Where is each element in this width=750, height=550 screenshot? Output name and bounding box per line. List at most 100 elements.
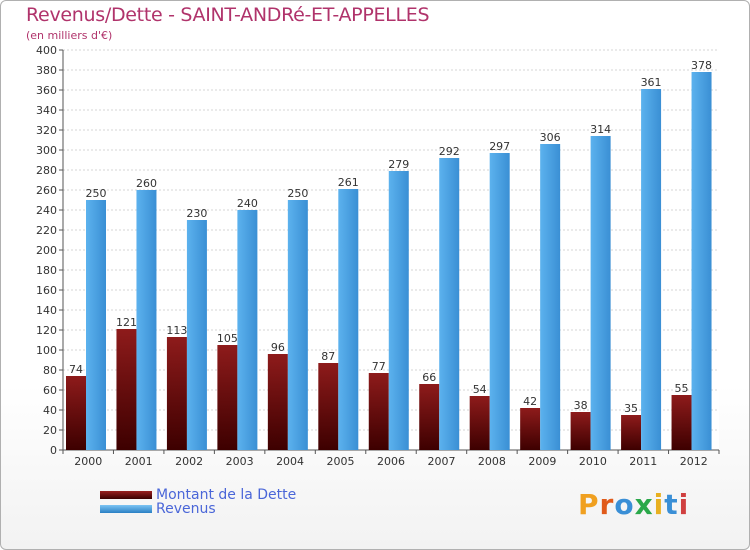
legend-swatch-revenus — [100, 505, 152, 513]
chart-subtitle: (en milliers d'€) — [26, 29, 113, 42]
data-label-revenus: 306 — [540, 131, 561, 144]
data-label-dette: 87 — [321, 350, 335, 363]
x-tick-label: 2012 — [680, 455, 708, 468]
legend-label-revenus: Revenus — [156, 501, 216, 517]
logo-letter: t — [664, 488, 679, 521]
data-label-revenus: 292 — [439, 145, 460, 158]
x-tick-label: 2002 — [175, 455, 203, 468]
data-label-revenus: 250 — [86, 187, 107, 200]
y-tick-label: 0 — [50, 444, 57, 457]
bar-dette — [318, 363, 339, 450]
y-tick-label: 280 — [36, 164, 57, 177]
bar-revenus — [186, 220, 207, 450]
data-label-revenus: 250 — [287, 187, 308, 200]
bar-revenus — [338, 189, 359, 450]
data-label-dette: 54 — [473, 383, 487, 396]
data-label-dette: 55 — [675, 382, 689, 395]
data-label-revenus: 314 — [590, 123, 611, 136]
proxiti-logo: Proxiti — [578, 488, 689, 521]
logo-letter: r — [599, 488, 615, 521]
bar-dette — [166, 337, 187, 450]
x-tick-label: 2000 — [74, 455, 102, 468]
y-tick-label: 260 — [36, 184, 57, 197]
y-tick-label: 300 — [36, 144, 57, 157]
y-tick-label: 240 — [36, 204, 57, 217]
logo-letter: i — [678, 488, 690, 521]
data-label-revenus: 260 — [136, 177, 157, 190]
x-tick-label: 2005 — [327, 455, 355, 468]
data-label-revenus: 279 — [388, 158, 409, 171]
logo-letter: i — [653, 488, 665, 521]
y-tick-label: 140 — [36, 304, 57, 317]
y-tick-label: 200 — [36, 244, 57, 257]
data-label-revenus: 361 — [641, 76, 662, 89]
chart-title: Revenus/Dette - SAINT-ANDRé-ET-APPELLES — [26, 4, 430, 26]
bar-dette — [570, 412, 591, 450]
x-tick-label: 2001 — [125, 455, 153, 468]
bar-revenus — [641, 89, 662, 450]
logo-letter: x — [634, 488, 654, 521]
bar-dette — [368, 373, 389, 450]
data-label-dette: 77 — [372, 360, 386, 373]
bar-revenus — [388, 171, 409, 450]
y-tick-label: 160 — [36, 284, 57, 297]
x-tick-label: 2003 — [226, 455, 254, 468]
x-tick-label: 2010 — [579, 455, 607, 468]
x-tick-label: 2009 — [528, 455, 556, 468]
y-tick-label: 80 — [43, 364, 57, 377]
bar-dette — [217, 345, 238, 450]
bar-revenus — [439, 158, 460, 450]
bar-revenus — [237, 210, 258, 450]
x-tick-label: 2004 — [276, 455, 304, 468]
y-tick-label: 380 — [36, 64, 57, 77]
logo-letter: o — [614, 488, 635, 521]
y-tick-label: 60 — [43, 384, 57, 397]
data-label-dette: 74 — [69, 363, 83, 376]
y-tick-label: 20 — [43, 424, 57, 437]
y-tick-label: 320 — [36, 124, 57, 137]
bar-revenus — [489, 153, 510, 450]
x-tick-label: 2011 — [629, 455, 657, 468]
bar-revenus — [540, 144, 561, 450]
bar-dette — [520, 408, 541, 450]
data-label-dette: 35 — [624, 402, 638, 415]
data-label-dette: 121 — [116, 316, 137, 329]
data-label-revenus: 240 — [237, 197, 258, 210]
y-tick-label: 360 — [36, 84, 57, 97]
legend-item-revenus: Revenus — [100, 501, 216, 517]
x-tick-label: 2008 — [478, 455, 506, 468]
bar-revenus — [86, 200, 106, 450]
data-label-dette: 96 — [271, 341, 285, 354]
x-tick-label: 2006 — [377, 455, 405, 468]
data-label-revenus: 378 — [691, 59, 712, 72]
bar-revenus — [136, 190, 157, 450]
bar-revenus — [590, 136, 611, 450]
bar-dette — [671, 395, 692, 450]
bar-dette — [469, 396, 490, 450]
bar-revenus — [287, 200, 308, 450]
data-label-dette: 38 — [574, 399, 588, 412]
y-tick-label: 220 — [36, 224, 57, 237]
legend-item-dette: Montant de la Dette — [100, 487, 297, 503]
y-tick-label: 40 — [43, 404, 57, 417]
x-tick-label: 2007 — [427, 455, 455, 468]
bar-dette — [621, 415, 642, 450]
bar-dette — [66, 376, 86, 450]
data-label-dette: 105 — [217, 332, 238, 345]
bar-dette — [116, 329, 137, 450]
data-label-dette: 42 — [523, 395, 537, 408]
y-tick-label: 180 — [36, 264, 57, 277]
y-tick-label: 100 — [36, 344, 57, 357]
bar-dette — [419, 384, 440, 450]
y-tick-label: 120 — [36, 324, 57, 337]
data-label-dette: 113 — [166, 324, 187, 337]
bar-dette — [267, 354, 288, 450]
data-label-dette: 66 — [422, 371, 436, 384]
legend-label-dette: Montant de la Dette — [156, 487, 297, 503]
logo-letter: P — [578, 488, 600, 521]
legend-swatch-dette — [100, 491, 152, 499]
y-tick-label: 400 — [36, 44, 57, 57]
data-label-revenus: 297 — [489, 140, 510, 153]
y-tick-label: 340 — [36, 104, 57, 117]
